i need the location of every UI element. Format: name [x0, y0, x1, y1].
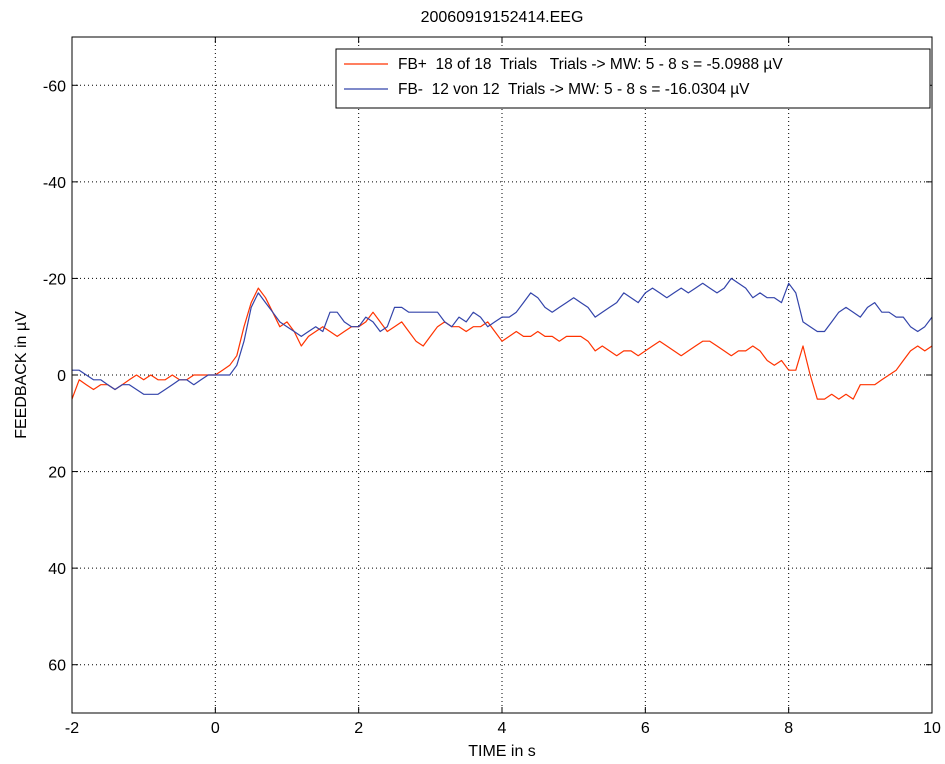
y-tick-label: -20 [43, 271, 66, 288]
y-tick-label: -60 [43, 78, 66, 95]
legend-entry-label: FB+ 18 of 18 Trials Trials -> MW: 5 - 8 … [398, 56, 783, 73]
legend: FB+ 18 of 18 Trials Trials -> MW: 5 - 8 … [335, 48, 931, 109]
y-tick-label: 20 [48, 465, 66, 482]
y-tick-label: 0 [57, 368, 66, 385]
x-tick-label: 10 [923, 720, 941, 737]
x-tick-label: 2 [354, 720, 363, 737]
x-tick-label: 4 [498, 720, 507, 737]
x-tick-label: 6 [641, 720, 650, 737]
x-tick-label: 8 [784, 720, 793, 737]
x-tick-label: 0 [211, 720, 220, 737]
series-line-fb-minus [72, 277, 933, 395]
y-tick-label: 40 [48, 561, 66, 578]
x-axis-label: TIME in s [468, 743, 536, 760]
x-tick-label: -2 [65, 720, 79, 737]
plot-series [71, 277, 933, 400]
chart-title: 20060919152414.EEG [421, 9, 584, 26]
legend-entry-label: FB- 12 von 12 Trials -> MW: 5 - 8 s = -1… [398, 81, 750, 98]
y-tick-label: -40 [43, 175, 66, 192]
legend-box [335, 48, 931, 109]
y-tick-label: 60 [48, 658, 66, 675]
y-axis-label: FEEDBACK in µV [13, 311, 30, 439]
